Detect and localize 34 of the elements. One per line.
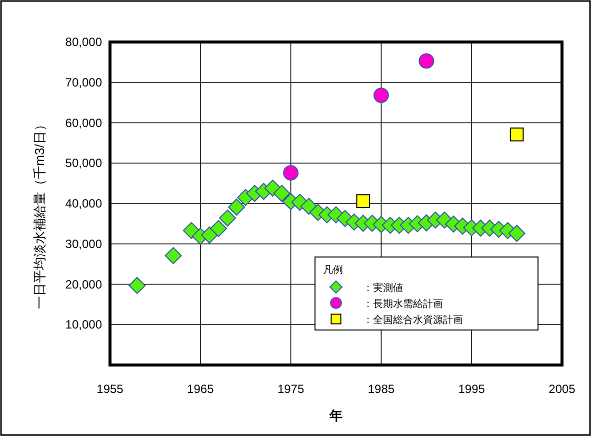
y-tick-label: 60,000 [65,116,102,130]
point [128,276,146,294]
x-axis-title: 年 [328,408,342,423]
y-tick-label: 50,000 [65,156,102,170]
y-tick-label: 10,000 [65,318,102,332]
point [508,224,526,242]
x-tick-label: 2005 [548,382,576,396]
y-tick-label: 40,000 [65,196,102,210]
legend-label: ：実測値 [363,282,403,294]
point [356,194,370,208]
y-tick-label: 30,000 [65,236,102,251]
y-axis-title: 一日平均淡水補給量（千m3/日） [32,118,47,309]
point [219,210,236,227]
legend-label: ：長期水需給計画 [363,298,443,310]
y-tick-label: 20,000 [65,277,102,292]
point [283,165,298,181]
y-tick-label: 80,000 [65,35,102,49]
x-tick-label: 1965 [187,382,214,396]
x-tick-label: 1985 [368,382,395,396]
point [273,184,290,202]
x-tick-label: 1995 [458,382,486,396]
y-tick-label: 70,000 [65,75,102,90]
legend-title: 凡例 [323,265,343,276]
point [228,198,246,216]
point [200,226,218,244]
x-tick-label: 1975 [277,382,304,396]
legend-label: ：全国総合水資源計画 [363,314,463,326]
point [510,128,524,142]
point [300,198,318,215]
x-tick-label: 1955 [96,382,124,396]
point [164,247,182,264]
point [418,53,434,69]
point [374,88,389,103]
point [210,220,227,238]
